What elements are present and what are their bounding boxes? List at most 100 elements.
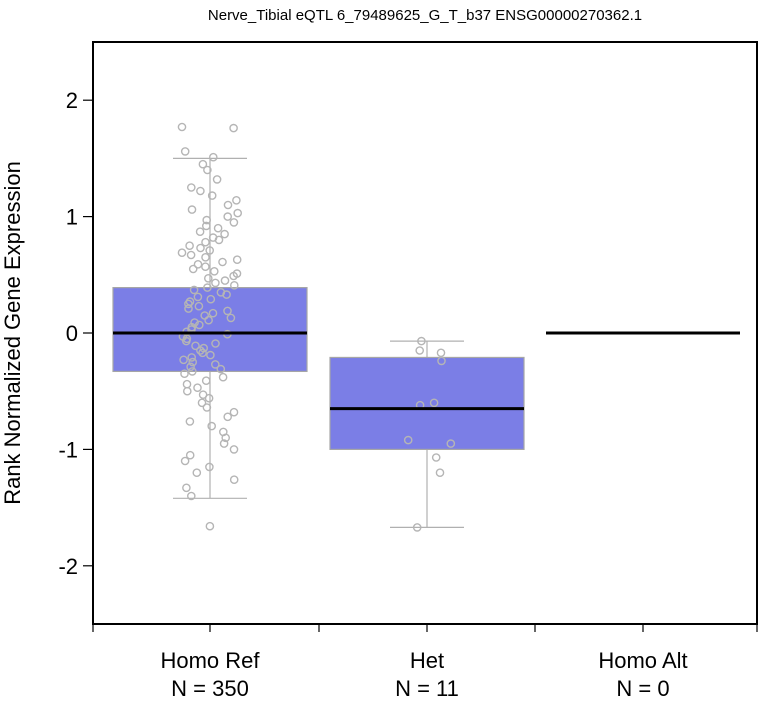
data-point xyxy=(177,122,187,132)
y-tick-label: -2 xyxy=(58,554,78,579)
data-point xyxy=(184,299,193,309)
chart-title: Nerve_Tibial eQTL 6_79489625_G_T_b37 ENS… xyxy=(208,7,642,24)
data-point xyxy=(180,369,189,379)
data-point xyxy=(221,433,230,443)
data-point xyxy=(202,215,211,225)
data-point xyxy=(233,208,242,218)
data-point xyxy=(193,383,202,393)
data-point xyxy=(180,147,190,156)
data-point xyxy=(203,165,212,175)
data-point xyxy=(417,336,426,346)
data-point xyxy=(185,417,195,426)
data-point xyxy=(201,237,210,247)
data-point xyxy=(446,439,456,448)
data-point xyxy=(198,348,207,358)
data-point xyxy=(229,445,239,454)
data-point xyxy=(179,355,188,365)
group-homo-ref xyxy=(112,122,308,531)
data-point xyxy=(188,357,197,367)
data-point xyxy=(212,175,222,184)
data-point xyxy=(220,276,230,285)
data-point xyxy=(210,360,220,369)
data-point xyxy=(436,348,446,358)
data-point xyxy=(223,306,232,316)
data-point xyxy=(182,483,191,493)
y-tick-label: 0 xyxy=(66,321,78,346)
data-point xyxy=(214,235,224,245)
data-point xyxy=(201,262,210,272)
x-category-label: Het xyxy=(410,648,444,673)
data-point xyxy=(206,350,215,360)
data-point xyxy=(229,280,239,290)
data-point xyxy=(184,304,193,313)
data-point xyxy=(186,362,195,372)
data-point xyxy=(431,453,441,462)
plot-area xyxy=(112,122,740,532)
x-category-label: Homo Ref xyxy=(160,648,260,673)
y-tick-label: -1 xyxy=(58,437,78,462)
data-point xyxy=(229,475,239,485)
data-point xyxy=(201,221,211,231)
data-point xyxy=(193,292,203,302)
data-point xyxy=(205,462,214,472)
data-point xyxy=(185,241,194,250)
group-het xyxy=(329,336,525,532)
data-point xyxy=(403,435,413,445)
data-point xyxy=(226,313,236,323)
data-point xyxy=(197,398,207,408)
x-count-label: N = 350 xyxy=(171,676,249,701)
x-count-label: N = 0 xyxy=(616,676,669,701)
data-point xyxy=(196,243,205,253)
data-point xyxy=(189,285,199,295)
data-point xyxy=(186,183,196,192)
data-point xyxy=(437,356,446,366)
data-point xyxy=(229,218,239,227)
data-point xyxy=(193,259,203,269)
data-point xyxy=(206,294,216,304)
data-point xyxy=(207,191,217,200)
data-point xyxy=(186,250,196,260)
data-point xyxy=(185,450,195,460)
data-point xyxy=(198,159,208,169)
data-point xyxy=(202,403,212,412)
data-point xyxy=(196,186,205,196)
data-point xyxy=(182,386,192,396)
data-point xyxy=(192,468,202,478)
data-point xyxy=(222,290,231,299)
data-point xyxy=(187,353,196,362)
x-category-label: Homo Alt xyxy=(598,648,687,673)
data-point xyxy=(211,339,220,348)
data-point xyxy=(181,336,191,346)
data-point xyxy=(203,283,212,292)
data-point xyxy=(209,266,219,276)
data-point xyxy=(187,367,197,376)
data-point xyxy=(195,227,205,236)
data-point xyxy=(218,257,227,267)
data-point xyxy=(204,393,214,403)
data-point xyxy=(415,346,425,355)
x-count-label: N = 11 xyxy=(395,676,459,701)
y-tick-label: 1 xyxy=(66,205,78,230)
data-point xyxy=(229,123,238,133)
data-point xyxy=(232,195,241,205)
data-point xyxy=(220,229,229,239)
y-tick-label: 2 xyxy=(66,88,78,113)
data-point xyxy=(188,264,198,274)
data-point xyxy=(208,308,218,318)
data-point xyxy=(187,205,197,214)
data-point xyxy=(201,376,211,386)
data-point xyxy=(229,407,239,417)
data-point xyxy=(223,212,232,221)
data-point xyxy=(232,255,242,265)
data-point xyxy=(194,301,204,311)
data-point xyxy=(182,379,192,389)
data-point xyxy=(412,523,422,532)
data-point xyxy=(196,346,205,355)
data-point xyxy=(205,521,215,531)
data-point xyxy=(219,439,229,448)
data-point xyxy=(177,248,187,257)
data-point xyxy=(229,271,238,281)
data-point xyxy=(208,152,218,162)
data-point xyxy=(194,320,204,330)
